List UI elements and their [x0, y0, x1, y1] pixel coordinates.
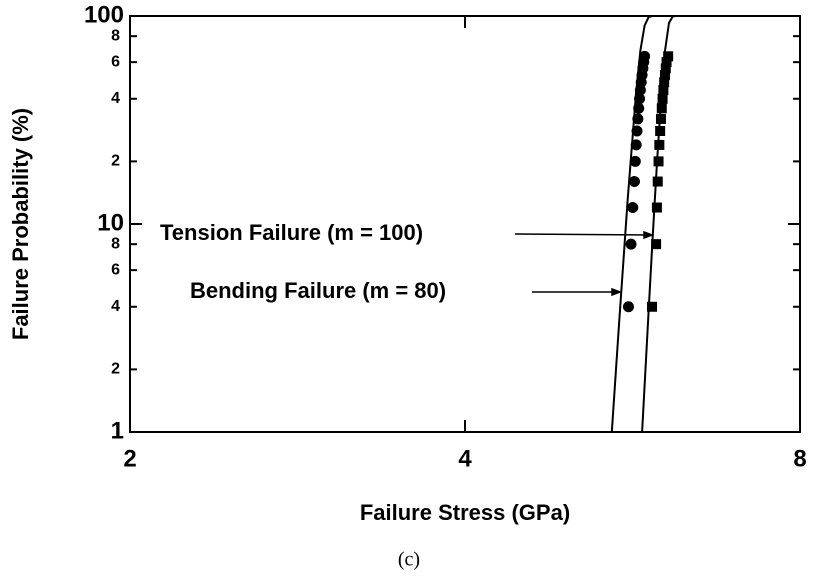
point	[631, 125, 643, 137]
point	[654, 139, 665, 150]
x-tick-label: 4	[458, 445, 472, 472]
y-tick-label: 8	[111, 27, 120, 44]
annotation: Tension Failure (m = 100)	[160, 220, 423, 245]
y-tick-label: 100	[84, 1, 124, 28]
point	[659, 70, 670, 81]
x-tick-label: 2	[123, 445, 136, 472]
point	[663, 51, 674, 62]
point	[629, 155, 641, 167]
point	[647, 301, 658, 312]
y-tick-label: 1	[111, 417, 124, 444]
point	[661, 57, 672, 68]
point	[625, 238, 637, 250]
point	[622, 301, 634, 313]
point	[655, 113, 666, 124]
point	[639, 50, 651, 62]
y-tick-label: 6	[111, 53, 120, 70]
point	[658, 85, 669, 96]
point	[630, 139, 642, 151]
point	[651, 202, 662, 213]
annotation: Bending Failure (m = 80)	[190, 278, 446, 303]
point	[627, 202, 639, 214]
y-tick-label: 2	[111, 153, 120, 170]
point	[652, 176, 663, 187]
point	[634, 93, 646, 105]
y-tick-label: 4	[111, 298, 120, 315]
x-tick-label: 8	[793, 445, 806, 472]
caption: (c)	[398, 549, 420, 571]
arrow	[514, 233, 651, 236]
point	[655, 125, 666, 136]
point	[660, 63, 671, 74]
y-tick-label: 4	[111, 90, 120, 107]
point	[653, 156, 664, 167]
y-tick-label: 10	[97, 209, 124, 236]
y-tick-label: 2	[111, 361, 120, 378]
arrowhead	[611, 287, 623, 297]
y-axis-label: Failure Probability (%)	[8, 108, 33, 340]
point	[656, 103, 667, 114]
y-tick-label: 6	[111, 261, 120, 278]
point	[632, 113, 644, 125]
fit-line	[610, 15, 696, 433]
x-axis-label: Failure Stress (GPa)	[360, 500, 570, 525]
point	[628, 176, 640, 188]
y-tick-label: 8	[111, 235, 120, 252]
point	[633, 102, 645, 114]
arrowhead	[643, 230, 655, 240]
point	[659, 77, 670, 88]
annotation-arrows	[514, 230, 655, 297]
point	[657, 93, 668, 104]
point	[651, 239, 662, 250]
fit-line	[641, 15, 699, 433]
